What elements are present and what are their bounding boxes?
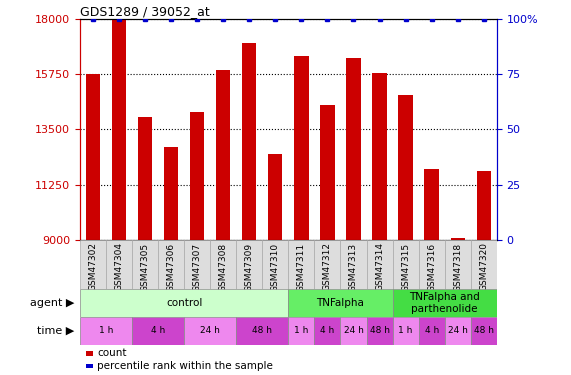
Bar [80,240,106,289]
Text: GDS1289 / 39052_at: GDS1289 / 39052_at [80,4,210,18]
Text: 24 h: 24 h [200,326,220,335]
Text: GSM47312: GSM47312 [323,243,332,291]
Bar [288,289,393,317]
Text: GSM47320: GSM47320 [479,243,488,291]
Bar [340,317,367,345]
Text: 4 h: 4 h [424,326,439,335]
Text: GSM47307: GSM47307 [192,243,202,292]
Bar [86,74,100,240]
Bar [242,44,256,240]
Bar [80,317,132,345]
Text: 48 h: 48 h [474,326,494,335]
Bar [367,240,393,289]
Bar [315,317,340,345]
Bar [184,317,236,345]
Bar [367,317,393,345]
Text: 24 h: 24 h [448,326,468,335]
Bar [158,240,184,289]
Text: GSM47313: GSM47313 [349,243,358,292]
Bar [288,317,315,345]
Bar [236,317,288,345]
Bar [393,289,497,317]
Bar [138,117,152,240]
Text: GSM47308: GSM47308 [219,243,228,292]
Text: GSM47302: GSM47302 [89,243,98,291]
Text: GSM47315: GSM47315 [401,243,410,292]
Text: 24 h: 24 h [344,326,363,335]
Text: time ▶: time ▶ [37,326,74,336]
Bar [190,112,204,240]
Bar [419,240,445,289]
Text: TNFalpha and
parthenolide: TNFalpha and parthenolide [409,292,480,314]
Text: 4 h: 4 h [151,326,165,335]
Text: 48 h: 48 h [252,326,272,335]
Bar [399,95,413,240]
Bar [445,240,471,289]
Text: 4 h: 4 h [320,326,335,335]
Bar [268,154,283,240]
Bar [471,317,497,345]
Bar [106,240,132,289]
Text: GSM47305: GSM47305 [140,243,150,292]
Bar [424,169,439,240]
Text: agent ▶: agent ▶ [30,298,74,308]
Text: GSM47304: GSM47304 [115,243,123,291]
Bar [451,237,465,240]
Bar [347,58,361,240]
Bar [164,147,178,240]
Text: count: count [97,348,127,358]
Bar [471,240,497,289]
Text: GSM47310: GSM47310 [271,243,280,292]
Bar [419,317,445,345]
Text: GSM47316: GSM47316 [427,243,436,292]
Text: TNFalpha: TNFalpha [316,298,364,308]
Bar [294,56,308,240]
Bar [445,317,471,345]
Bar [112,19,126,240]
Text: GSM47314: GSM47314 [375,243,384,291]
Bar [80,289,288,317]
Bar [210,240,236,289]
Text: GSM47306: GSM47306 [167,243,176,292]
Text: control: control [166,298,202,308]
Bar [320,105,335,240]
Text: 48 h: 48 h [369,326,389,335]
Bar [393,317,419,345]
Text: 1 h: 1 h [399,326,413,335]
Text: GSM47309: GSM47309 [245,243,254,292]
Bar [315,240,340,289]
Text: 1 h: 1 h [294,326,308,335]
Text: 1 h: 1 h [99,326,113,335]
Text: GSM47318: GSM47318 [453,243,462,292]
Bar [132,317,184,345]
Text: GSM47311: GSM47311 [297,243,306,292]
Bar [477,171,491,240]
Bar [288,240,315,289]
Text: percentile rank within the sample: percentile rank within the sample [97,361,273,371]
Bar [216,70,230,240]
Bar [184,240,210,289]
Bar [372,73,387,240]
Bar [132,240,158,289]
Bar [262,240,288,289]
Bar [236,240,262,289]
Bar [393,240,419,289]
Bar [340,240,367,289]
